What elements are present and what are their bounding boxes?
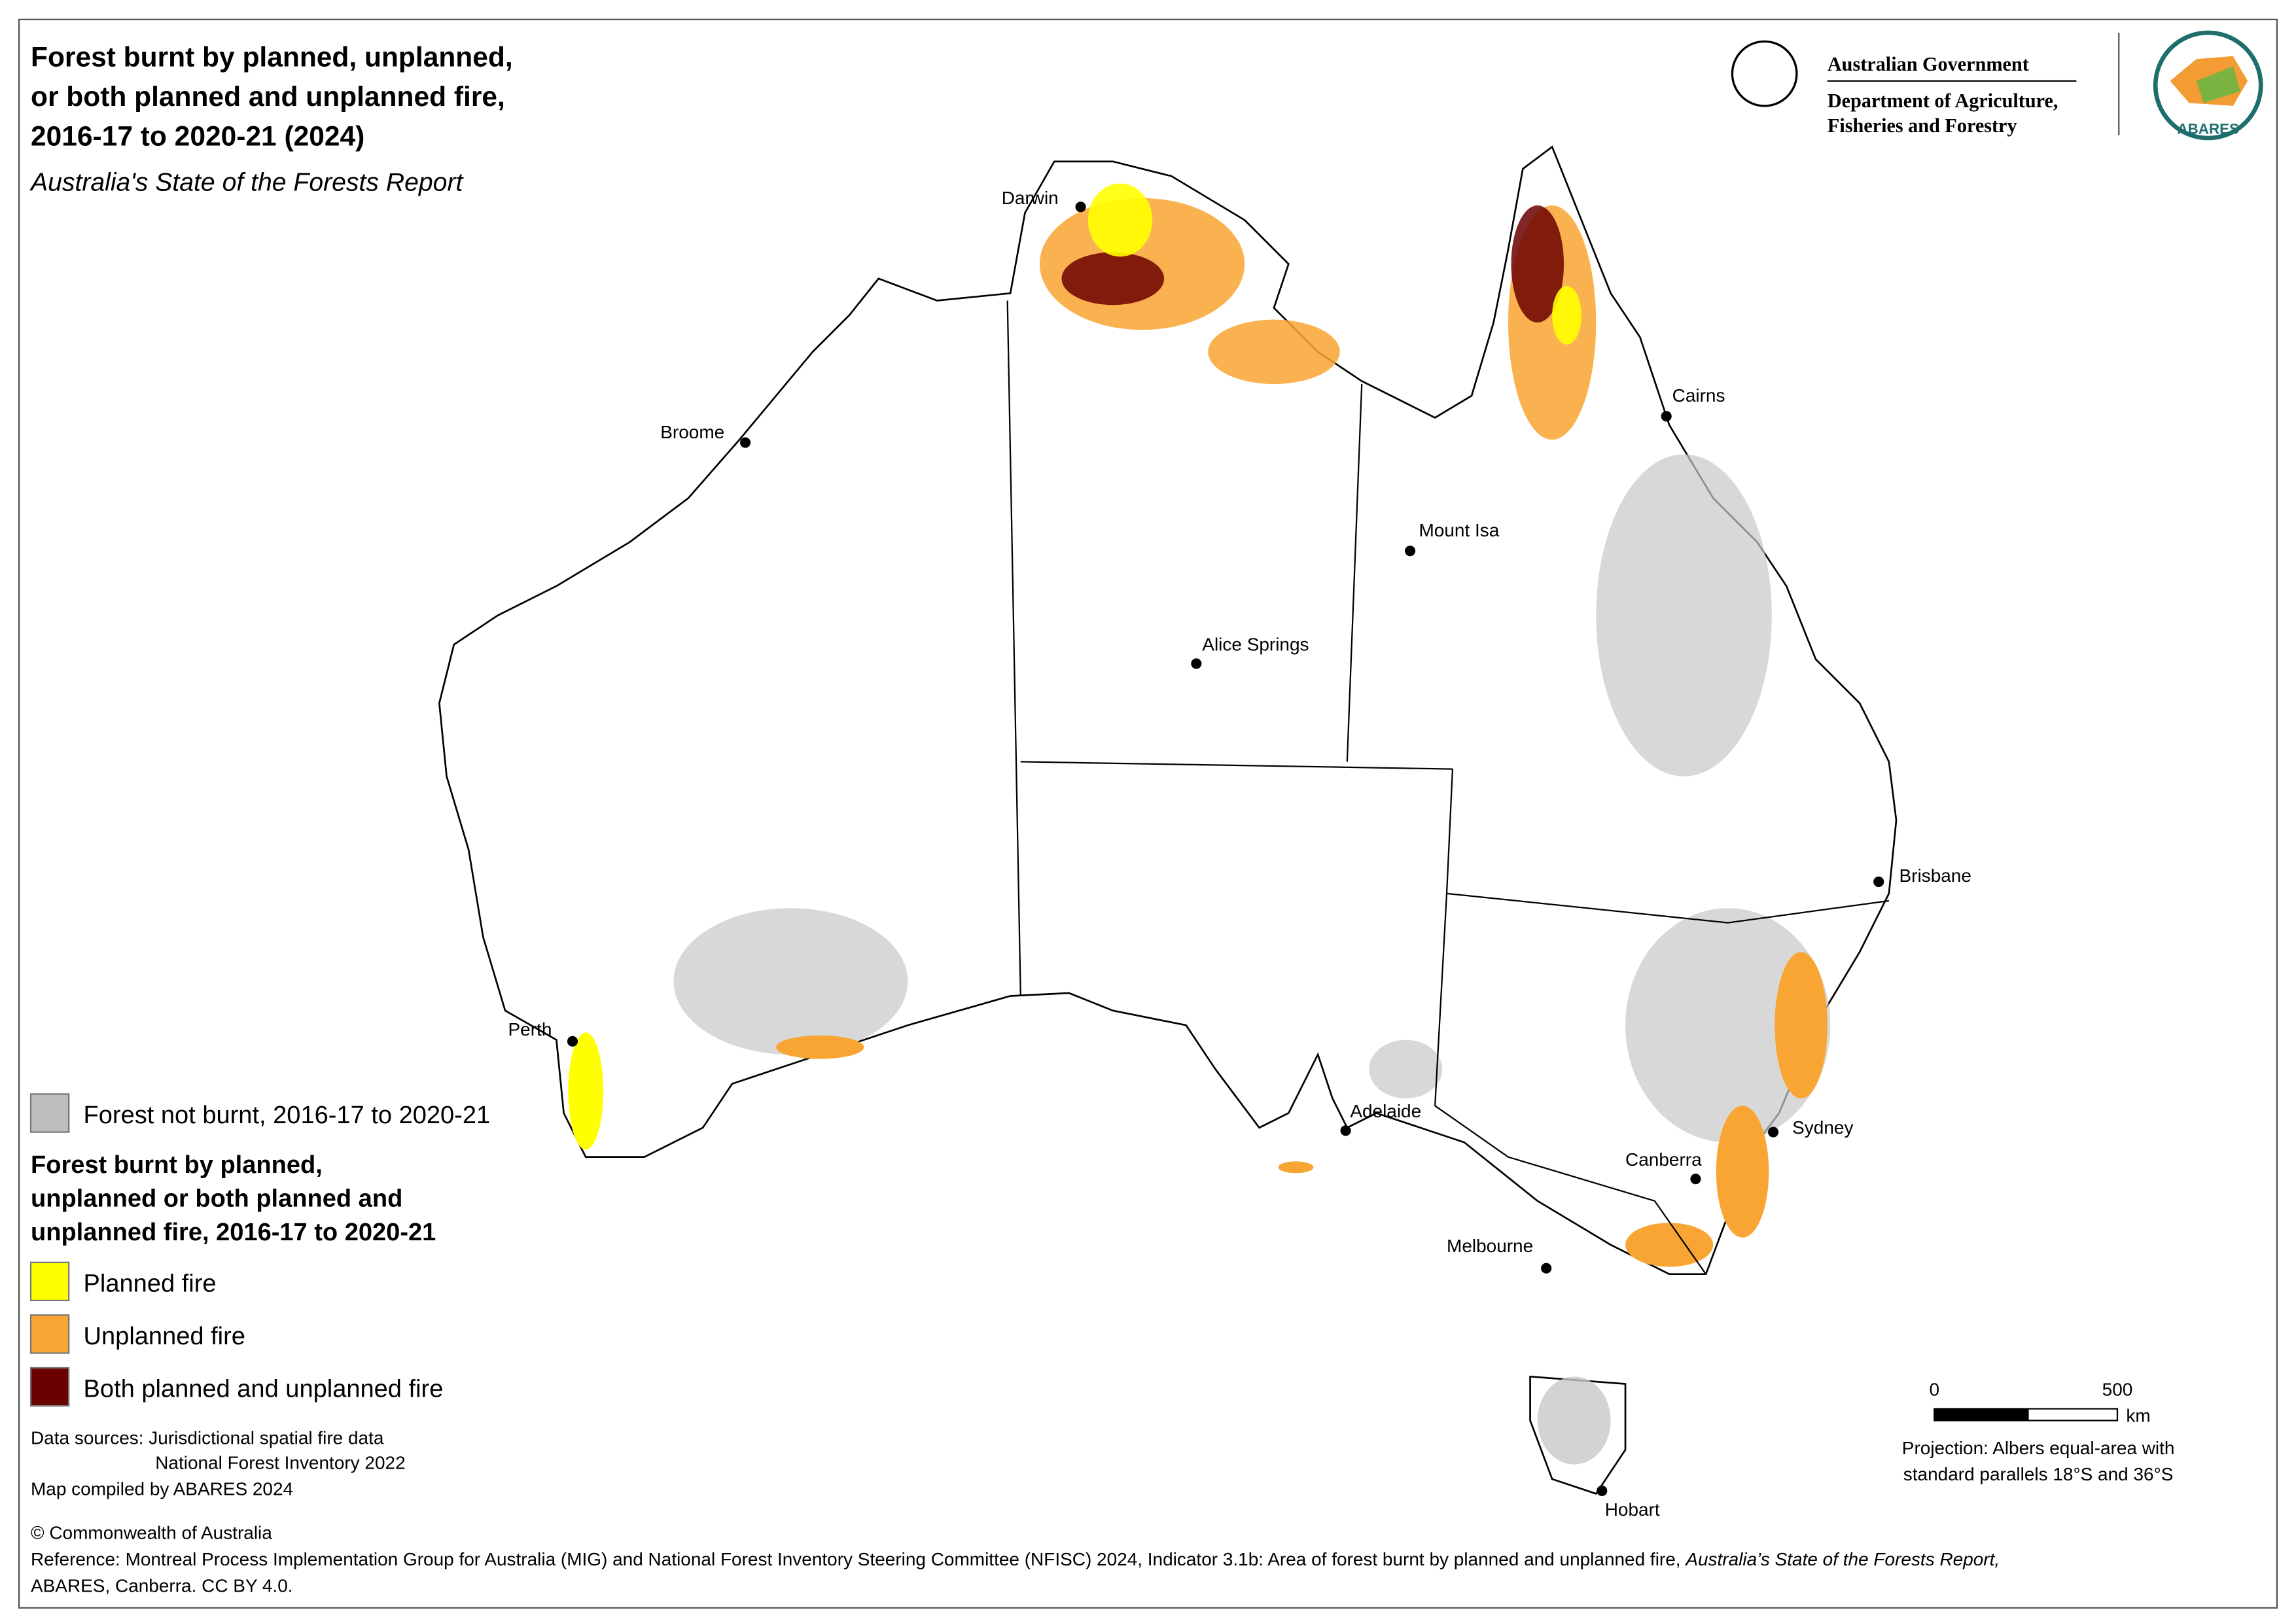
legend-swatch [29,1093,70,1133]
city-label: Darwin [1002,188,1059,208]
legend-label: Planned fire [84,1270,217,1298]
city-label: Perth [508,1019,552,1039]
legend-label: Unplanned fire [84,1323,245,1350]
projection: standard parallels 18°S and 36°S [1903,1464,2174,1484]
scale-tick-label: 500 [2102,1379,2133,1399]
city-label: Sydney [1792,1117,1853,1138]
legend-swatch [29,1261,70,1302]
legend-heading: unplanned or both planned and [31,1185,402,1213]
title-line: Forest burnt by planned, unplanned, [31,42,513,73]
sources: Data sources: Jurisdictional spatial fir… [31,1427,2000,1596]
abares-name: ABARES [2178,120,2240,137]
city-label: Mount Isa [1419,520,1500,540]
city-label: Brisbane [1899,865,1971,886]
city-dot [1690,1174,1701,1185]
scale-tick-label: 0 [1929,1379,1939,1399]
city-dot [1873,876,1884,887]
legend-label: Forest not burnt, 2016-17 to 2020-21 [84,1102,491,1129]
city-dot [740,437,751,448]
city-dot [1541,1263,1552,1274]
city-label: Cairns [1672,385,1725,406]
forest-patches [568,183,1831,1465]
scale-bar: km Projection: Albers equal-area with st… [1902,1379,2175,1484]
legend-heading: Forest burnt by planned, [31,1151,323,1179]
city-label: Adelaide [1350,1101,1421,1121]
department: Fisheries and Forestry [1828,114,2017,137]
scale-segment [2027,1408,2119,1422]
title-line: 2016-17 to 2020-21 (2024) [31,121,364,152]
source-line: Data sources: Jurisdictional spatial fir… [31,1427,384,1448]
abares-map [2196,66,2240,103]
city-label: Broome [660,422,724,442]
logos: Australian Government Department of Agri… [1731,30,2263,141]
projection: Projection: Albers equal-area with [1902,1438,2175,1458]
department: Department of Agriculture, [1828,90,2058,112]
state-borders [1006,300,1890,1275]
reference-text: Reference: Montreal Process Implementati… [31,1549,1686,1569]
source-line: Map compiled by ABARES 2024 [31,1479,293,1499]
city-label: Canberra [1625,1149,1702,1170]
source-line: National Forest Inventory 2022 [155,1452,405,1473]
cities: Darwin Broome Cairns Mount Isa Alice Springs… [508,188,1971,1520]
legend-swatch [29,1367,70,1407]
legend-label: Both planned and unplanned fire [84,1376,444,1403]
city-label: Alice Springs [1202,634,1309,654]
city-dot [1661,411,1672,422]
city-dot [1075,201,1086,213]
scale-unit: km [2126,1406,2150,1426]
legend-swatch [29,1314,70,1354]
city-dot [1340,1125,1351,1136]
city-label: Hobart [1605,1499,1660,1520]
city-dot [567,1036,578,1047]
city-dot [1191,658,1202,669]
copyright: © Commonwealth of Australia [31,1523,272,1543]
title-line: or both planned and unplanned fire, [31,82,505,113]
subtitle: Australia's State of the Forests Report [29,169,465,197]
scale-segment [1934,1408,2029,1422]
city-dot [1405,546,1416,557]
city-label: Melbourne [1447,1236,1533,1256]
crest [1731,40,1798,107]
header: Forest burnt by planned, unplanned, or b… [29,42,513,196]
legend: Forest not burnt, 2016-17 to 2020-21 For… [29,1093,491,1407]
reference: ABARES, Canberra. CC BY 4.0. [31,1575,293,1596]
reference: Reference: Montreal Process Implementati… [31,1549,2000,1569]
city-dot [1768,1126,1779,1138]
city-dot [1597,1485,1608,1496]
reference-italic: Australia’s State of the Forests Report, [1684,1549,2000,1569]
gov-name: Australian Government [1828,53,2029,75]
legend-heading: unplanned fire, 2016-17 to 2020-21 [31,1219,436,1246]
